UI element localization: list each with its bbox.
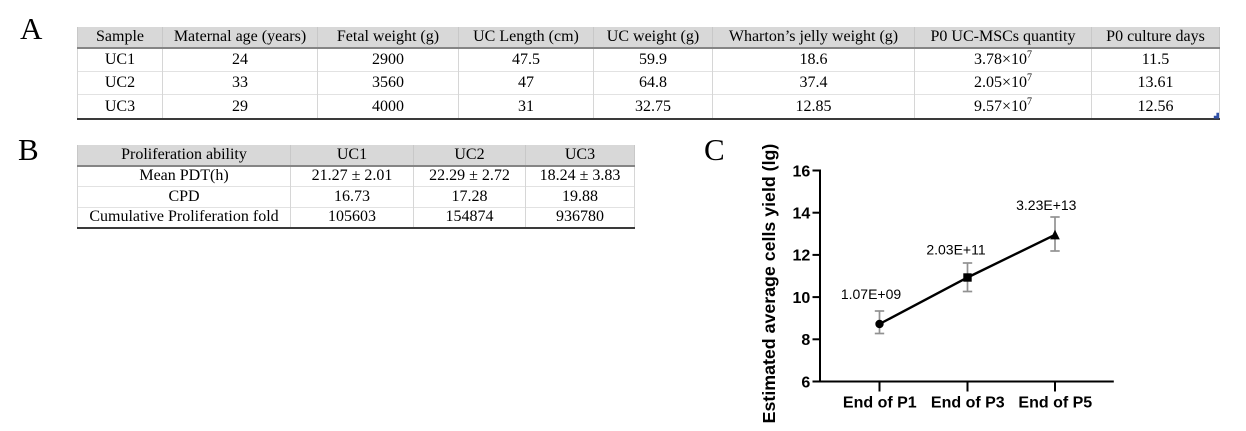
svg-text:8: 8 <box>801 332 810 349</box>
svg-text:6: 6 <box>801 374 810 391</box>
svg-text:12: 12 <box>793 248 811 265</box>
svg-text:16: 16 <box>793 163 811 180</box>
svg-text:3.23E+13: 3.23E+13 <box>1016 197 1077 213</box>
svg-text:1.07E+09: 1.07E+09 <box>841 286 902 302</box>
svg-text:14: 14 <box>793 206 811 223</box>
svg-text:2.03E+11: 2.03E+11 <box>926 242 986 258</box>
svg-text:End of P3: End of P3 <box>931 395 1005 412</box>
svg-text:10: 10 <box>793 290 811 307</box>
svg-text:End of P1: End of P1 <box>843 395 917 412</box>
svg-text:End of P5: End of P5 <box>1018 395 1092 412</box>
svg-text:Estimated average cells yield: Estimated average cells yield (lg) <box>759 144 779 424</box>
